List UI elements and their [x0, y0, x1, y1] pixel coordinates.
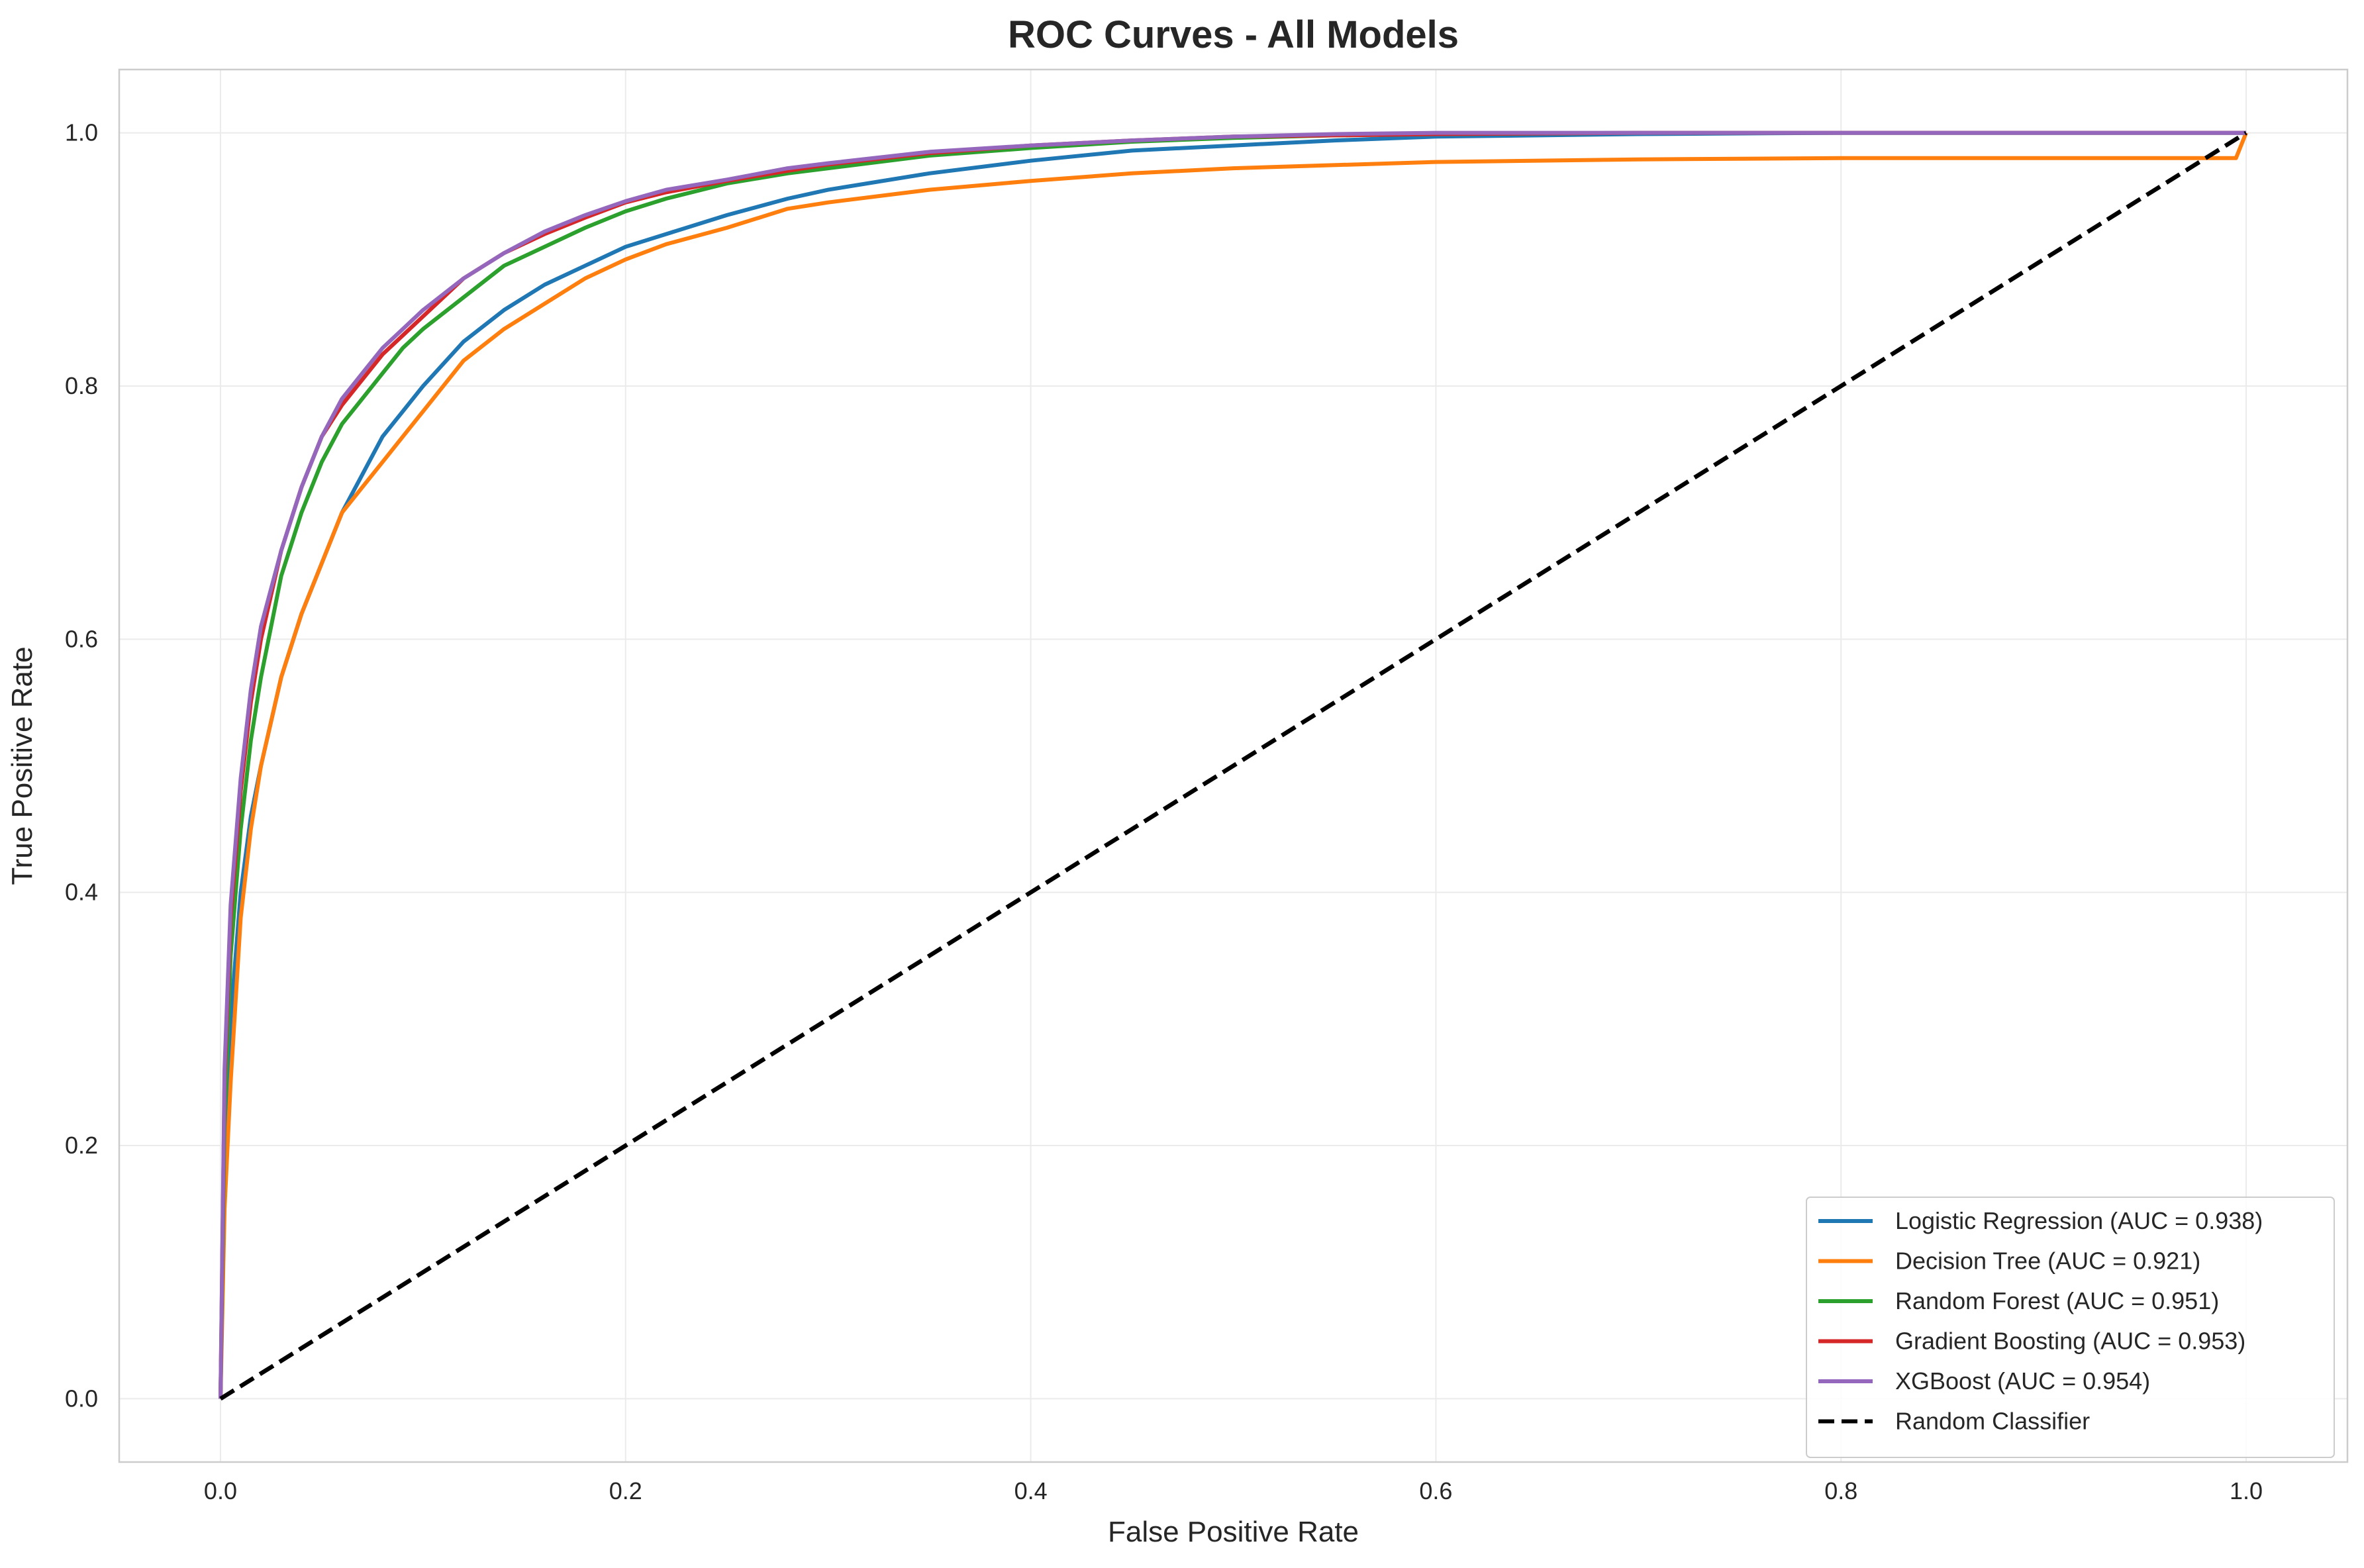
- curves: [219, 130, 2248, 1401]
- series-line-1: [219, 132, 2248, 1399]
- y-tick-label: 0.6: [65, 625, 98, 652]
- legend-label-1: Decision Tree (AUC = 0.921): [1895, 1248, 2200, 1275]
- x-tick-label: 0.4: [1014, 1477, 1048, 1504]
- legend-label-5: Random Classifier: [1895, 1408, 2090, 1435]
- x-tick-label: 0.2: [609, 1477, 642, 1504]
- series-line-4: [219, 130, 2246, 1399]
- legend-box: [1806, 1197, 2335, 1458]
- legend-label-0: Logistic Regression (AUC = 0.938): [1895, 1207, 2263, 1234]
- tick-labels: 0.0 0.2 0.4 0.6 0.8 1.0 0.0 0.2 0.4 0.6 0.8 1.0: [65, 119, 2263, 1504]
- legend-label-2: Random Forest (AUC = 0.951): [1895, 1287, 2219, 1314]
- grid: [119, 70, 2347, 1462]
- series-line-5: [219, 130, 2247, 1401]
- legend: Logistic Regression (AUC = 0.938) Decisio…: [1806, 1197, 2335, 1458]
- legend-label-3: Gradient Boosting (AUC = 0.953): [1895, 1328, 2245, 1355]
- y-tick-label: 0.0: [65, 1385, 98, 1412]
- x-axis-label: False Positive Rate: [1108, 1516, 1359, 1548]
- x-tick-label: 1.0: [2230, 1477, 2263, 1504]
- x-tick-label: 0.0: [204, 1477, 237, 1504]
- x-tick-label: 0.8: [1824, 1477, 1857, 1504]
- legend-label-4: XGBoost (AUC = 0.954): [1895, 1367, 2150, 1395]
- y-tick-label: 0.2: [65, 1132, 98, 1159]
- chart-title: ROC Curves - All Models: [1008, 13, 1459, 56]
- y-tick-label: 0.4: [65, 879, 98, 906]
- plot-frame: [118, 68, 2349, 1463]
- y-tick-label: 1.0: [65, 119, 98, 146]
- y-tick-label: 0.8: [65, 372, 98, 399]
- y-axis-label: True Positive Rate: [6, 646, 38, 885]
- x-tick-label: 0.6: [1419, 1477, 1452, 1504]
